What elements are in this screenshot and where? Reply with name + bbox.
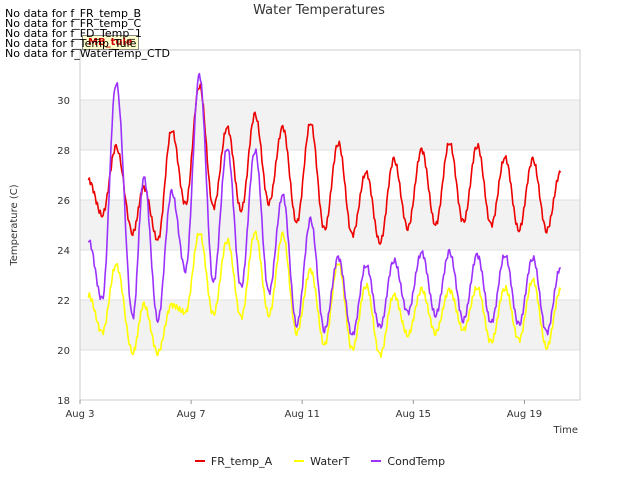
y-axis-label: Temperature (C) [9, 184, 20, 266]
legend-swatch [294, 460, 305, 462]
y-tick-label: 26 [57, 196, 70, 207]
y-tick-label: 22 [57, 296, 70, 307]
y-tick-label: 28 [57, 146, 70, 157]
plot-band [80, 350, 580, 400]
y-axis-ticks: 18 20 22 24 26 28 30 [57, 96, 70, 407]
no-data-message: No data for f_Temp_Tule [5, 37, 137, 50]
legend-label: CondTemp [387, 454, 446, 468]
plot-band [80, 100, 580, 150]
no-data-message: No data for f_WaterTemp_CTD [5, 47, 170, 60]
series-lines [87, 72, 562, 359]
plot-frame [79, 49, 581, 401]
legend-item-watert: WaterT [294, 455, 349, 468]
series-line-condtemp [87, 72, 562, 336]
y-tick-label: 24 [57, 246, 70, 257]
y-tick-label: 18 [57, 396, 70, 407]
x-tick-label: Aug 11 [285, 409, 320, 420]
legend-swatch [194, 460, 205, 462]
plot-band [80, 50, 580, 100]
legend-item-fr-temp-a: FR_temp_A [194, 454, 273, 468]
x-tick-label: Aug 19 [507, 409, 542, 420]
no-data-message: No data for f_FR_temp_B [5, 7, 142, 20]
x-tick-label: Aug 3 [65, 409, 94, 420]
x-tick-label: Aug 7 [177, 409, 206, 420]
no-data-message: No data for f_FD_Temp_1 [5, 27, 142, 40]
no-data-message: No data for f_FR_temp_C [5, 17, 142, 30]
legend-swatch [371, 460, 382, 462]
series-line-watert [87, 230, 562, 359]
chart-legend: FR_temp_A WaterT CondTemp [0, 452, 640, 470]
x-tick-label: Aug 15 [396, 409, 431, 420]
legend-label: FR_temp_A [210, 454, 273, 468]
legend-label: WaterT [310, 454, 350, 468]
x-axis-label: Time [553, 425, 578, 436]
chart-title: Water Temperatures [253, 3, 385, 18]
series-line-fr-temp-a [87, 83, 562, 245]
mb-tule-annotation: MB_tule [82, 35, 139, 50]
x-axis-ticks: Aug 3 Aug 7 Aug 11 Aug 15 Aug 19 [65, 400, 542, 420]
y-tick-label: 30 [57, 96, 70, 107]
y-tick-label: 20 [57, 346, 70, 357]
legend-item-condtemp: CondTemp [371, 455, 445, 468]
